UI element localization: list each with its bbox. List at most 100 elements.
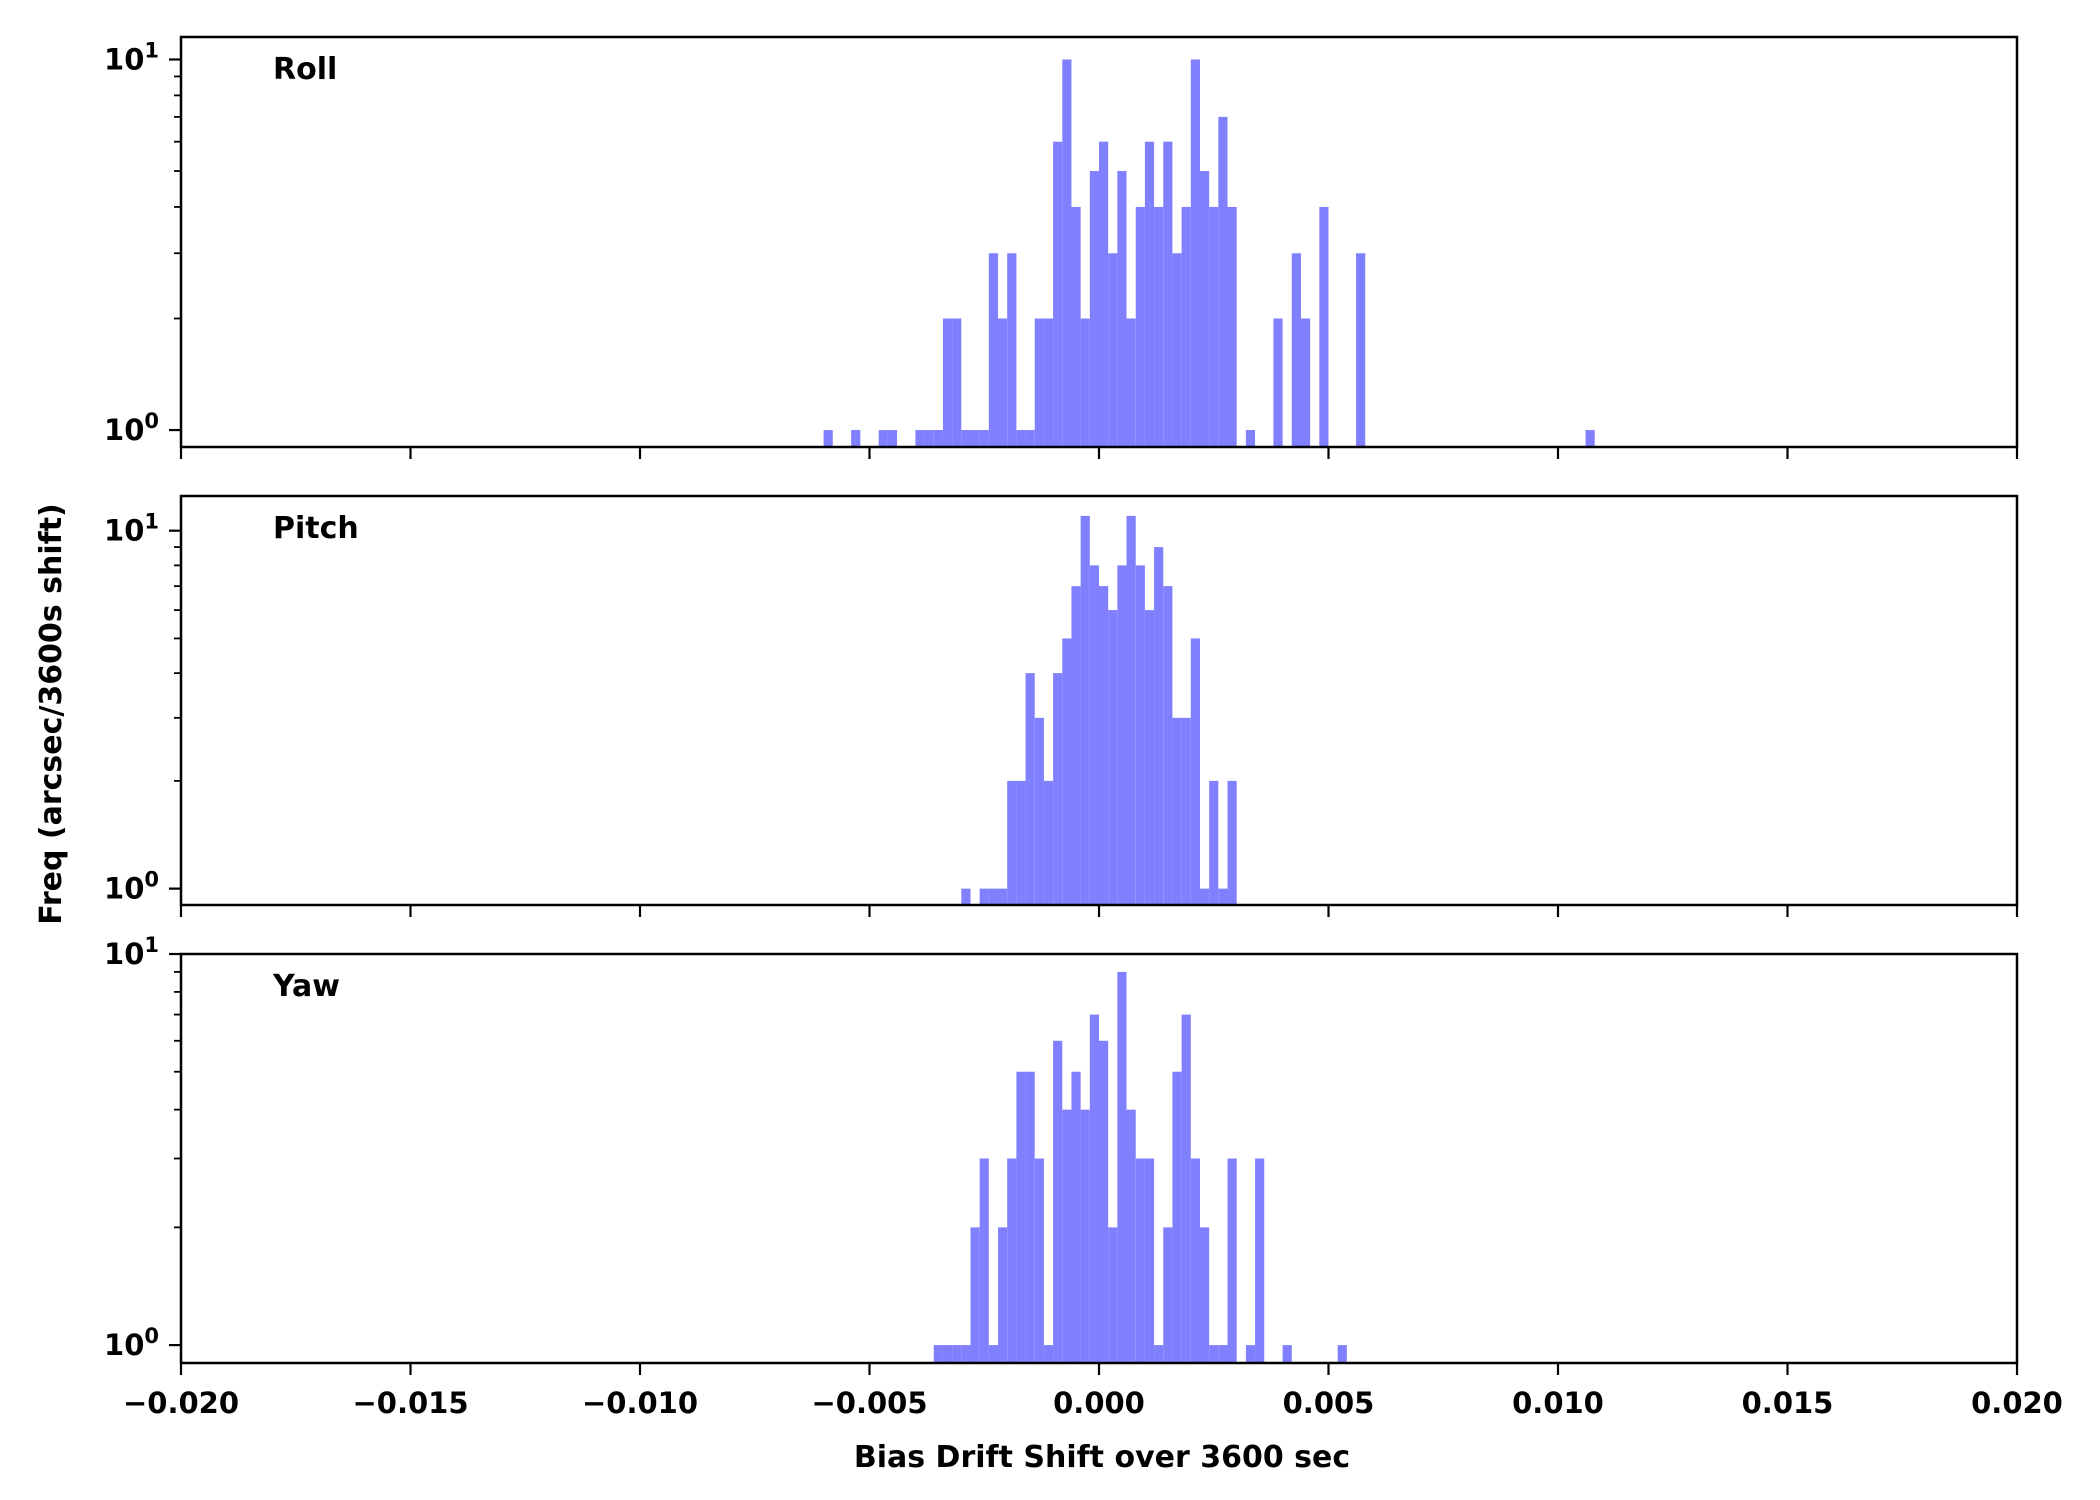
- bar: [1218, 1345, 1228, 1363]
- bar: [979, 888, 989, 905]
- bar: [1227, 206, 1237, 447]
- bar: [1154, 206, 1164, 447]
- bar: [1135, 206, 1145, 447]
- bar: [1016, 430, 1026, 447]
- bar: [1071, 586, 1081, 905]
- bar: [998, 888, 1008, 905]
- bar: [1108, 253, 1118, 447]
- bar: [1163, 1227, 1173, 1363]
- bar: [1034, 318, 1044, 447]
- bar: [1172, 1071, 1182, 1363]
- bar: [1190, 59, 1200, 448]
- x-tick-label: −0.005: [811, 1386, 927, 1420]
- bar: [851, 430, 861, 447]
- bar: [1108, 610, 1118, 905]
- bar: [1089, 1014, 1099, 1363]
- bar: [998, 318, 1008, 447]
- bar: [915, 430, 925, 447]
- bar: [1218, 888, 1228, 905]
- bar: [1209, 1345, 1219, 1363]
- panel-yaw: Yaw 101 100 −0.020 −0.015 −0.010 −0.005 0.000 0.…: [104, 933, 2063, 1420]
- bar: [1218, 116, 1228, 447]
- bar: [952, 318, 962, 447]
- bar: [942, 1345, 953, 1363]
- panel-label: Pitch: [273, 511, 359, 546]
- bar: [1245, 1345, 1256, 1363]
- bar: [1209, 206, 1219, 447]
- bar: [1245, 430, 1256, 447]
- bar: [1209, 780, 1219, 905]
- bar: [1356, 253, 1366, 447]
- bar: [1053, 673, 1063, 905]
- y-tick-label: 101: [104, 38, 159, 76]
- bar: [1172, 717, 1182, 905]
- bar: [1034, 1158, 1044, 1363]
- bar: [1181, 1014, 1191, 1363]
- bar: [1144, 141, 1155, 447]
- bar: [1199, 888, 1210, 905]
- bar: [1099, 141, 1109, 447]
- bar: [1016, 1071, 1026, 1363]
- bar: [1135, 1158, 1145, 1363]
- bar: [1144, 1158, 1155, 1363]
- bar: [1126, 318, 1136, 447]
- bar: [1080, 318, 1090, 447]
- bar: [823, 430, 833, 447]
- bar: [979, 1158, 989, 1363]
- bar: [1117, 565, 1127, 905]
- y-tick-label: 101: [104, 933, 159, 971]
- bar: [970, 1227, 980, 1363]
- panels-layer: Roll 101 100 Pitch 101 100 Yaw 101 100 −0.020 −0.0…: [104, 35, 2063, 1420]
- bar: [961, 430, 971, 447]
- bar: [1025, 430, 1035, 447]
- bar: [1062, 638, 1072, 905]
- panel-roll: Roll 101 100: [104, 35, 2019, 459]
- bar: [1227, 1158, 1237, 1363]
- bar: [1163, 141, 1173, 447]
- panel-label: Yaw: [272, 969, 340, 1004]
- bar: [1190, 1158, 1200, 1363]
- bar: [933, 430, 943, 447]
- bar: [1199, 1227, 1210, 1363]
- x-tick-label: 0.015: [1742, 1386, 1834, 1420]
- bar: [1007, 253, 1017, 447]
- bar: [1300, 318, 1311, 447]
- bar: [961, 888, 971, 905]
- bar: [1154, 1345, 1164, 1363]
- bar: [1043, 318, 1054, 447]
- bar: [1585, 430, 1595, 447]
- bar: [1007, 780, 1017, 905]
- bar: [1282, 1345, 1292, 1363]
- x-tick-label: 0.010: [1512, 1386, 1604, 1420]
- x-tick-label: −0.020: [123, 1386, 239, 1420]
- bar: [1071, 206, 1081, 447]
- bar: [1099, 1040, 1109, 1363]
- bar: [1043, 1345, 1054, 1363]
- y-tick-label: 100: [104, 1324, 159, 1362]
- y-tick-label: 100: [104, 868, 159, 906]
- y-tick-label: 101: [104, 510, 159, 548]
- bar: [998, 1227, 1008, 1363]
- bar: [1126, 1109, 1136, 1363]
- bar: [1181, 717, 1191, 905]
- bar: [1144, 610, 1155, 905]
- x-tick-label: 0.020: [1971, 1386, 2063, 1420]
- bar: [924, 430, 934, 447]
- x-tick-label: −0.010: [582, 1386, 698, 1420]
- bar: [1062, 1109, 1072, 1363]
- bar: [1117, 171, 1127, 448]
- bar: [1062, 59, 1072, 448]
- bar: [933, 1345, 943, 1363]
- bar: [1273, 318, 1283, 447]
- bar: [1337, 1345, 1347, 1363]
- y-tick-label: 100: [104, 409, 159, 447]
- bar: [988, 888, 999, 905]
- bar: [979, 430, 989, 447]
- bar: [1319, 206, 1329, 447]
- bar: [1007, 1158, 1017, 1363]
- bar: [988, 253, 999, 447]
- x-tick-label: 0.005: [1283, 1386, 1375, 1420]
- panel-pitch: Pitch 101 100: [104, 494, 2019, 917]
- x-axis-label: Bias Drift Shift over 3600 sec: [854, 1440, 1350, 1475]
